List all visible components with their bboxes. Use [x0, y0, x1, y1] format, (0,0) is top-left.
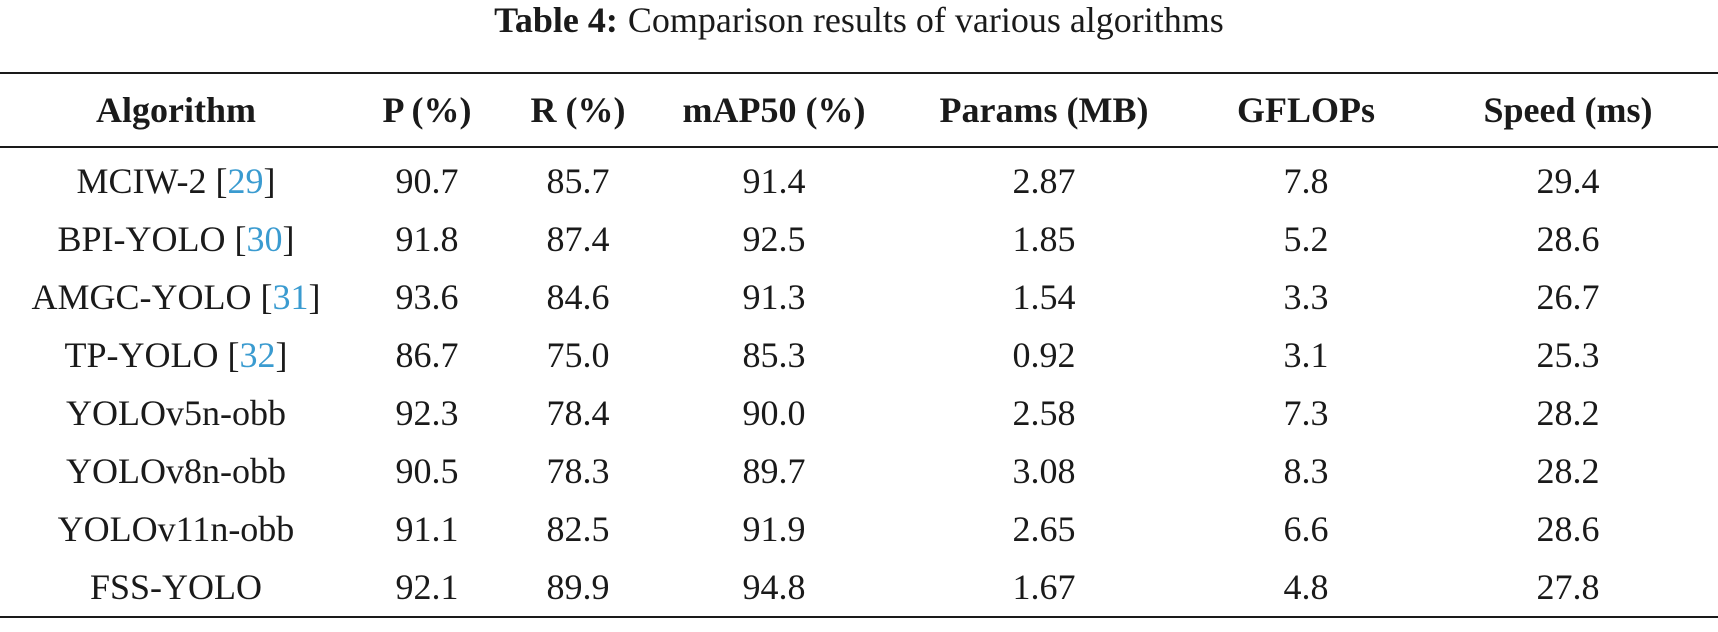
cell-p: 93.6: [395, 277, 459, 317]
table-row: YOLOv5n-obb 92.3 78.4 90.0 2.58 7.3 28.2: [0, 384, 1718, 442]
cell-params: 0.92: [1012, 335, 1076, 375]
table-row: MCIW-2 [29] 90.7 85.7 91.4 2.87 7.8 29.4: [0, 147, 1718, 210]
header-row: Algorithm P (%) R (%) mAP50 (%) Params (…: [0, 73, 1718, 147]
cell-speed: 28.6: [1536, 219, 1600, 259]
cell-speed: 26.7: [1536, 277, 1600, 317]
cell-speed: 28.2: [1536, 451, 1600, 491]
cell-gflops: 4.8: [1283, 567, 1329, 607]
cell-speed: 29.4: [1536, 161, 1600, 201]
cell-speed: 25.3: [1536, 335, 1600, 375]
cell-params: 1.85: [1012, 219, 1076, 259]
comparison-table: Algorithm P (%) R (%) mAP50 (%) Params (…: [0, 72, 1718, 618]
cell-p: 92.1: [395, 567, 459, 607]
cell-map50: 85.3: [742, 335, 806, 375]
cell-r: 87.4: [546, 219, 610, 259]
cell-map50: 91.3: [742, 277, 806, 317]
cell-params: 1.67: [1012, 567, 1076, 607]
cell-p: 90.7: [395, 161, 459, 201]
cell-algorithm: YOLOv11n-obb: [57, 509, 295, 549]
cell-algorithm: YOLOv5n-obb: [66, 393, 286, 433]
header-precision: P (%): [382, 90, 472, 130]
cell-p: 91.1: [395, 509, 459, 549]
citation-link[interactable]: 32: [239, 335, 276, 375]
cell-map50: 91.4: [742, 161, 806, 201]
table-header: Algorithm P (%) R (%) mAP50 (%) Params (…: [0, 73, 1718, 147]
cell-r: 78.3: [546, 451, 610, 491]
cell-params: 2.58: [1012, 393, 1076, 433]
cell-gflops: 5.2: [1283, 219, 1329, 259]
cell-gflops: 6.6: [1283, 509, 1329, 549]
table-body: MCIW-2 [29] 90.7 85.7 91.4 2.87 7.8 29.4…: [0, 147, 1718, 617]
table-row: FSS-YOLO 92.1 89.9 94.8 1.67 4.8 27.8: [0, 558, 1718, 617]
cell-map50: 89.7: [742, 451, 806, 491]
algorithm-name: BPI-YOLO: [57, 219, 235, 259]
cell-map50: 90.0: [742, 393, 806, 433]
caption-label: Table 4:: [494, 0, 618, 40]
cell-algorithm: FSS-YOLO: [89, 567, 263, 607]
cell-gflops: 8.3: [1283, 451, 1329, 491]
cell-map50: 92.5: [742, 219, 806, 259]
citation-link[interactable]: 29: [227, 161, 264, 201]
header-gflops: GFLOPs: [1236, 90, 1375, 130]
cell-r: 82.5: [546, 509, 610, 549]
citation-link[interactable]: 30: [246, 219, 283, 259]
cell-params: 2.87: [1012, 161, 1076, 201]
cell-speed: 28.6: [1536, 509, 1600, 549]
header-params: Params (MB): [939, 90, 1149, 130]
cell-gflops: 3.3: [1283, 277, 1329, 317]
header-recall: R (%): [530, 90, 626, 130]
caption-text: Comparison results of various algorithms: [627, 0, 1224, 40]
cell-params: 1.54: [1012, 277, 1076, 317]
cell-speed: 27.8: [1536, 567, 1600, 607]
table-row: AMGC-YOLO [31] 93.6 84.6 91.3 1.54 3.3 2…: [0, 268, 1718, 326]
cell-r: 89.9: [546, 567, 610, 607]
table-row: YOLOv8n-obb 90.5 78.3 89.7 3.08 8.3 28.2: [0, 442, 1718, 500]
cell-params: 3.08: [1012, 451, 1076, 491]
table-row: YOLOv11n-obb 91.1 82.5 91.9 2.65 6.6 28.…: [0, 500, 1718, 558]
cell-params: 2.65: [1012, 509, 1076, 549]
cell-algorithm: BPI-YOLO [30]: [57, 219, 295, 259]
cell-algorithm: MCIW-2 [29]: [76, 161, 276, 201]
cell-algorithm: YOLOv8n-obb: [66, 451, 286, 491]
header-map50: mAP50 (%): [682, 90, 866, 130]
algorithm-name: TP-YOLO: [64, 335, 228, 375]
cell-p: 91.8: [395, 219, 459, 259]
algorithm-name: AMGC-YOLO: [31, 277, 261, 317]
cell-algorithm: AMGC-YOLO [31]: [31, 277, 321, 317]
cell-algorithm: TP-YOLO [32]: [64, 335, 288, 375]
cell-r: 84.6: [546, 277, 610, 317]
cell-p: 92.3: [395, 393, 459, 433]
header-speed: Speed (ms): [1483, 90, 1653, 130]
algorithm-name: MCIW-2: [76, 161, 216, 201]
cell-p: 86.7: [395, 335, 459, 375]
cell-speed: 28.2: [1536, 393, 1600, 433]
cell-gflops: 3.1: [1283, 335, 1329, 375]
table-caption: Table 4: Comparison results of various al…: [0, 0, 1718, 40]
cell-gflops: 7.8: [1283, 161, 1329, 201]
cell-p: 90.5: [395, 451, 459, 491]
citation-link[interactable]: 31: [272, 277, 309, 317]
header-algorithm: Algorithm: [96, 90, 256, 130]
cell-r: 78.4: [546, 393, 610, 433]
cell-r: 85.7: [546, 161, 610, 201]
table-row: TP-YOLO [32] 86.7 75.0 85.3 0.92 3.1 25.…: [0, 326, 1718, 384]
cell-r: 75.0: [546, 335, 610, 375]
cell-map50: 91.9: [742, 509, 806, 549]
table-row: BPI-YOLO [30] 91.8 87.4 92.5 1.85 5.2 28…: [0, 210, 1718, 268]
cell-map50: 94.8: [742, 567, 806, 607]
cell-gflops: 7.3: [1283, 393, 1329, 433]
